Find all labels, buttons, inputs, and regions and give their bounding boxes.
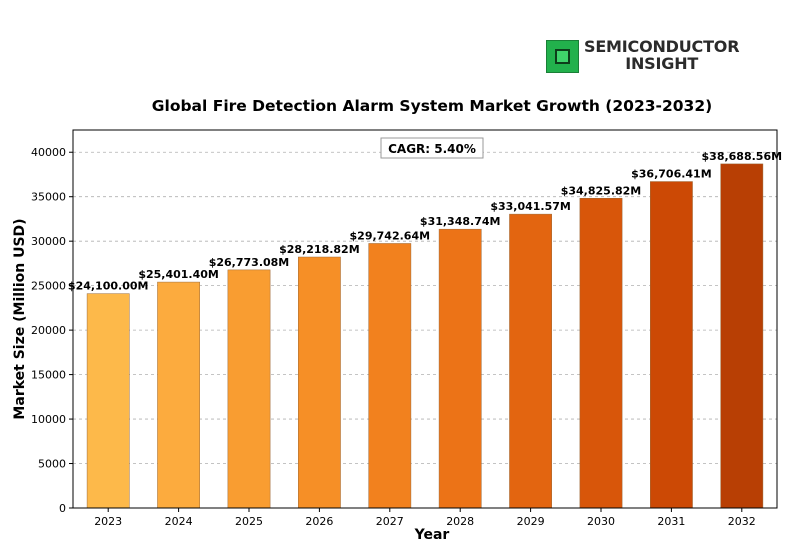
brand-name: SEMICONDUCTOR INSIGHT: [584, 37, 740, 73]
data-label-2031: $36,706.41M: [631, 168, 712, 181]
y-tick-label: 15000: [31, 369, 66, 382]
x-tick-label: 2028: [446, 515, 474, 528]
data-label-2032: $38,688.56M: [702, 150, 783, 163]
data-labels: $24,100.00M$25,401.40M$26,773.08M$28,218…: [68, 150, 782, 293]
data-label-2026: $28,218.82M: [279, 243, 360, 256]
bar-2026: [298, 256, 341, 509]
x-tick-label: 2029: [517, 515, 545, 528]
x-tick-label: 2026: [305, 515, 333, 528]
y-tick-label: 0: [59, 502, 66, 515]
y-tick-label: 5000: [38, 458, 66, 471]
bar-2025: [227, 269, 271, 509]
bars: [86, 163, 764, 509]
chip-core: [555, 49, 570, 64]
plot-frame: [72, 129, 778, 509]
bar-2029: [509, 213, 552, 509]
chart-title: Global Fire Detection Alarm System Marke…: [152, 97, 712, 115]
chip-icon: [546, 40, 579, 73]
x-tick-label: 2023: [94, 515, 122, 528]
y-axis-label: Market Size (Million USD): [12, 218, 28, 419]
brand-line-1: SEMICONDUCTOR: [584, 37, 740, 56]
data-label-2025: $26,773.08M: [209, 256, 290, 269]
x-axis-ticks: 2023 2024 2025 2026 2027 2028 2029 2030 2031 2032: [94, 508, 756, 528]
data-label-2028: $31,348.74M: [420, 215, 501, 228]
cagr-box: [380, 137, 484, 159]
bar-2028: [438, 228, 482, 509]
data-label-2029: $33,041.57M: [490, 200, 571, 213]
y-axis-ticks: 0 5000 10000 15000 20000 25000 30000 35000 40000: [31, 146, 73, 515]
x-tick-label: 2031: [657, 515, 685, 528]
x-tick-label: 2027: [376, 515, 404, 528]
y-tick-label: 25000: [31, 280, 66, 293]
y-tick-label: 20000: [31, 324, 66, 337]
bar-2027: [368, 243, 412, 509]
x-axis-label: Year: [414, 527, 450, 543]
data-label-2027: $29,742.64M: [350, 229, 431, 242]
x-tick-label: 2024: [165, 515, 193, 528]
cagr-annotation: CAGR: 5.40%: [380, 137, 484, 159]
brand-line-2: INSIGHT: [625, 54, 699, 73]
y-tick-label: 40000: [31, 146, 66, 159]
data-label-2030: $34,825.82M: [561, 184, 642, 197]
bar-2032: [720, 163, 764, 509]
y-tick-label: 30000: [31, 235, 66, 248]
x-tick-label: 2025: [235, 515, 263, 528]
x-tick-label: 2032: [728, 515, 756, 528]
x-tick-label: 2030: [587, 515, 615, 528]
data-label-2024: $25,401.40M: [138, 268, 219, 281]
y-tick-label: 35000: [31, 191, 66, 204]
y-tick-label: 10000: [31, 413, 66, 426]
cagr-text: CAGR: 5.40%: [388, 142, 476, 156]
bar-2031: [650, 181, 693, 509]
data-label-2023: $24,100.00M: [68, 280, 149, 293]
bar-2030: [579, 198, 623, 509]
bar-2024: [157, 281, 200, 509]
bar-2023: [86, 293, 130, 509]
